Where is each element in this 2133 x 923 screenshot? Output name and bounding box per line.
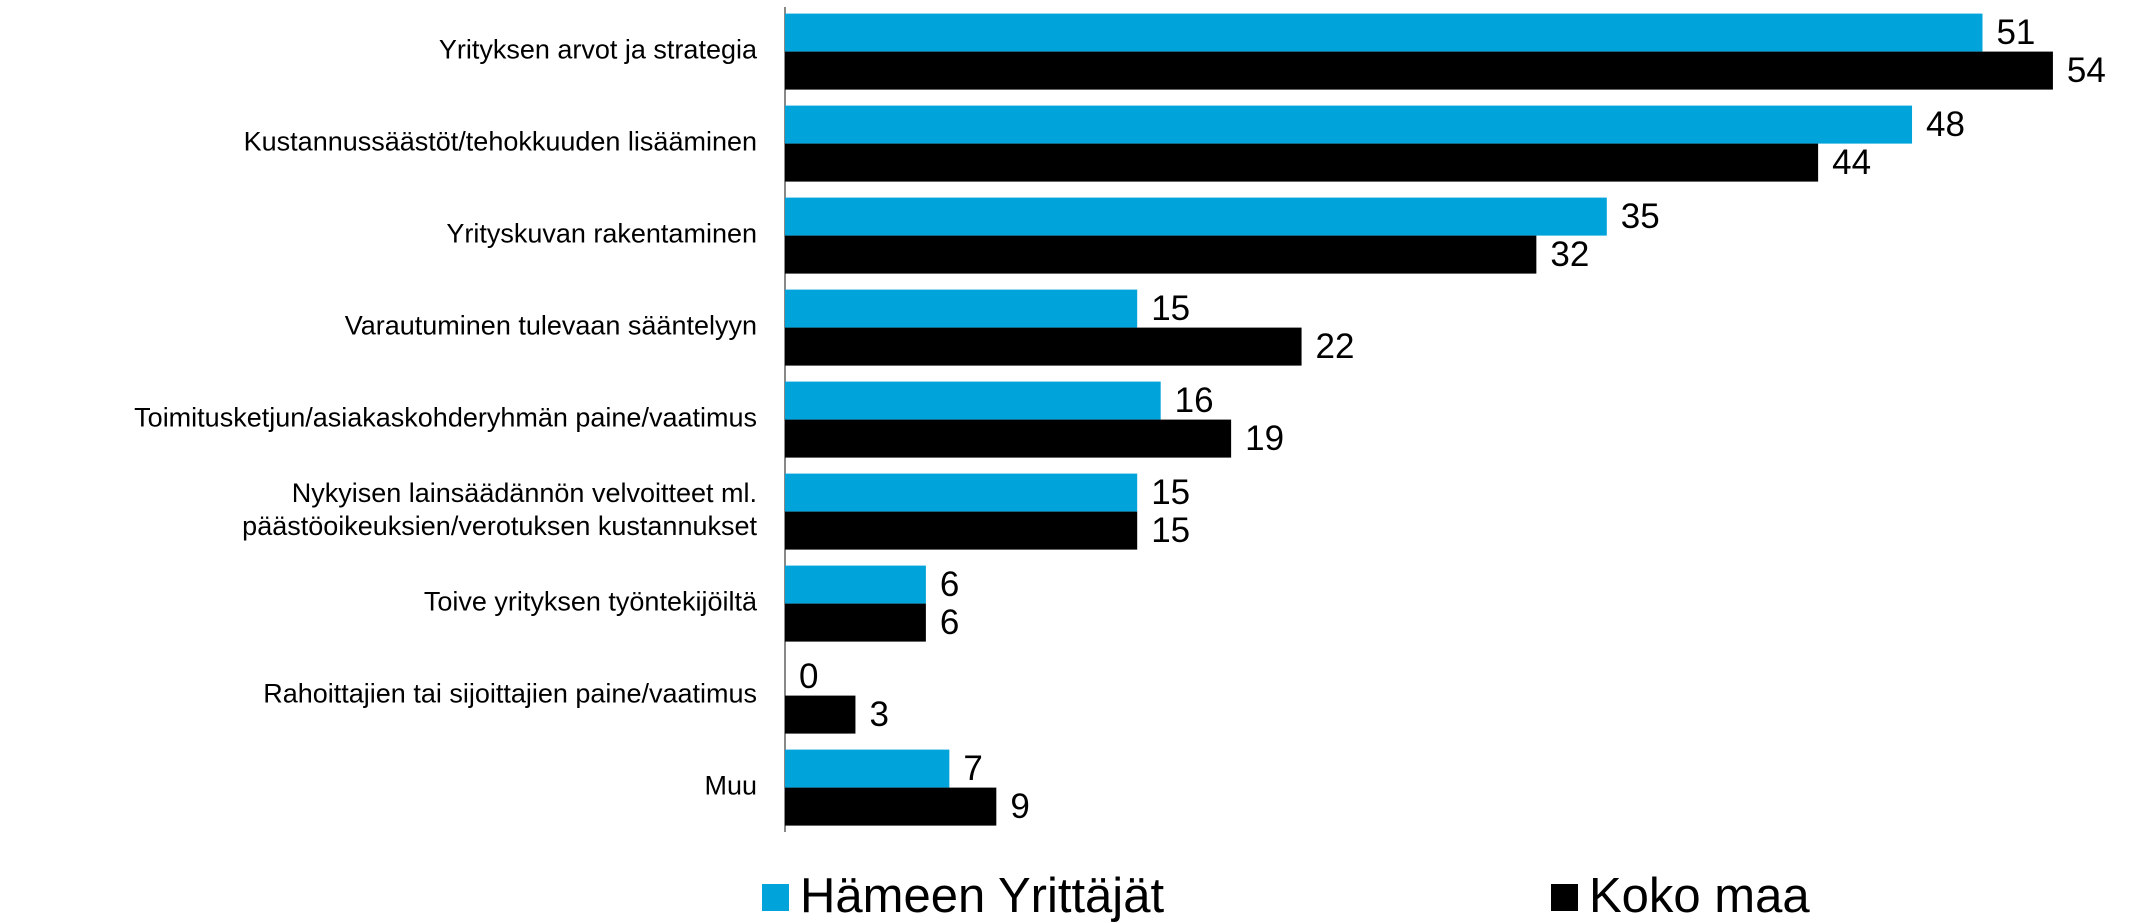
value-label: 19 bbox=[1245, 419, 1284, 458]
bar bbox=[785, 143, 1819, 182]
category-line: Rahoittajien tai sijoittajien paine/vaat… bbox=[263, 679, 757, 709]
category-line: Toive yrityksen työntekijöiltä bbox=[424, 587, 758, 617]
bar bbox=[785, 603, 926, 642]
bar bbox=[785, 473, 1138, 512]
value-label: 32 bbox=[1550, 235, 1589, 274]
bar bbox=[785, 51, 2053, 90]
bar bbox=[785, 381, 1161, 420]
bar bbox=[785, 511, 1138, 550]
bar bbox=[785, 749, 950, 788]
category-label: Nykyisen lainsäädännön velvoitteet ml. pä… bbox=[242, 478, 757, 541]
value-label: 48 bbox=[1926, 105, 1965, 144]
category-line: Nykyisen lainsäädännön velvoitteet ml. bbox=[292, 478, 757, 508]
bar bbox=[785, 235, 1537, 274]
category-label: Rahoittajien tai sijoittajien paine/vaat… bbox=[263, 679, 757, 709]
bar bbox=[785, 419, 1232, 458]
category-line: Yrityskuvan rakentaminen bbox=[446, 219, 757, 249]
value-label: 6 bbox=[940, 603, 959, 642]
category-label: Yrityksen arvot ja strategia bbox=[439, 35, 758, 65]
category-line: Varautuminen tulevaan sääntelyyn bbox=[345, 311, 757, 341]
legend-swatch bbox=[762, 884, 789, 911]
value-label: 51 bbox=[1996, 13, 2035, 52]
category-label: Kustannussäästöt/tehokkuuden lisääminen bbox=[244, 127, 757, 157]
value-label: 7 bbox=[963, 749, 982, 788]
bar bbox=[785, 327, 1302, 366]
category-label: Varautuminen tulevaan sääntelyyn bbox=[345, 311, 757, 341]
category-line: päästöoikeuksien/verotuksen kustannukset bbox=[242, 511, 757, 541]
category-label: Yrityskuvan rakentaminen bbox=[446, 219, 757, 249]
bar bbox=[785, 787, 997, 826]
category-label: Muu bbox=[704, 771, 757, 801]
bar bbox=[785, 197, 1607, 236]
value-label: 35 bbox=[1621, 197, 1660, 236]
category-line: Yrityksen arvot ja strategia bbox=[439, 35, 758, 65]
legend-label: Koko maa bbox=[1589, 869, 1810, 923]
bar bbox=[785, 105, 1913, 144]
value-label: 15 bbox=[1151, 511, 1190, 550]
legend-label: Hämeen Yrittäjät bbox=[800, 869, 1164, 923]
bar bbox=[785, 289, 1138, 328]
legend-swatch bbox=[1551, 884, 1578, 911]
bar bbox=[785, 13, 1983, 52]
value-label: 0 bbox=[799, 657, 818, 696]
bar bbox=[785, 565, 926, 604]
value-label: 22 bbox=[1316, 327, 1355, 366]
value-label: 54 bbox=[2067, 51, 2106, 90]
value-label: 6 bbox=[940, 565, 959, 604]
category-line: Muu bbox=[704, 771, 757, 801]
value-label: 3 bbox=[869, 695, 888, 734]
value-label: 15 bbox=[1151, 289, 1190, 328]
value-label: 44 bbox=[1832, 143, 1871, 182]
category-line: Kustannussäästöt/tehokkuuden lisääminen bbox=[244, 127, 757, 157]
category-line: Toimitusketjun/asiakaskohderyhmän paine/… bbox=[134, 403, 757, 433]
value-label: 16 bbox=[1175, 381, 1214, 420]
bar bbox=[785, 695, 856, 734]
value-label: 9 bbox=[1010, 787, 1029, 826]
value-label: 15 bbox=[1151, 473, 1190, 512]
category-label: Toimitusketjun/asiakaskohderyhmän paine/… bbox=[134, 403, 757, 433]
category-label: Toive yrityksen työntekijöiltä bbox=[424, 587, 758, 617]
